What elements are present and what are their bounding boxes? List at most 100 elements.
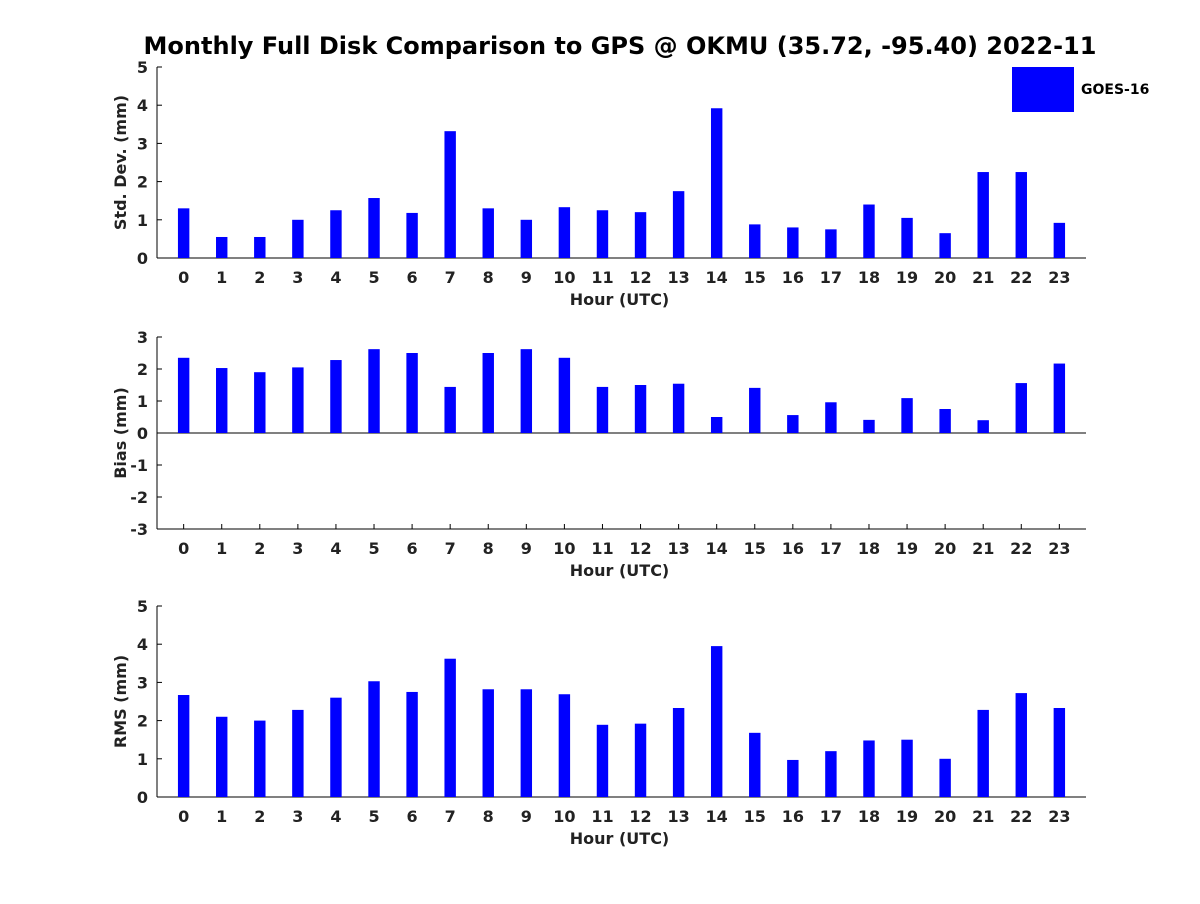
std-dev-x-tick-label: 21 xyxy=(972,268,994,287)
rms-x-tick-label: 4 xyxy=(330,807,341,826)
rms-x-tick-label: 15 xyxy=(744,807,766,826)
rms-bar xyxy=(1053,707,1066,797)
bias-bar xyxy=(254,372,266,433)
bias-x-tick-label: 18 xyxy=(858,539,880,558)
std-dev-bar xyxy=(596,210,609,258)
rms-y-tick-label: 3 xyxy=(137,673,148,692)
bias-bar xyxy=(749,387,761,433)
rms-x-tick-label: 19 xyxy=(896,807,918,826)
bias-y-tick-label: 3 xyxy=(137,328,148,347)
std-dev-y-tick-label: 4 xyxy=(137,96,148,115)
std-dev-x-tick-label: 9 xyxy=(521,268,532,287)
std-dev-x-tick-label: 4 xyxy=(330,268,341,287)
std-dev-x-tick-label: 5 xyxy=(368,268,379,287)
bias-y-tick-label: -1 xyxy=(130,456,148,475)
bias-bar xyxy=(216,368,228,433)
rms-bar xyxy=(710,646,723,797)
std-dev-x-tick-label: 0 xyxy=(178,268,189,287)
bias-x-tick-label: 11 xyxy=(591,539,613,558)
bias-x-tick-label: 21 xyxy=(972,539,994,558)
rms-bar xyxy=(939,758,951,797)
rms-bar xyxy=(749,732,761,797)
rms-x-tick-label: 18 xyxy=(858,807,880,826)
std-dev-bar xyxy=(1053,222,1066,258)
rms-x-tick-label: 17 xyxy=(820,807,842,826)
bias-x-tick-label: 4 xyxy=(330,539,341,558)
rms-bar xyxy=(482,689,494,797)
rms-bar xyxy=(444,658,456,797)
rms-bar xyxy=(292,709,304,797)
chart-title: Monthly Full Disk Comparison to GPS @ OK… xyxy=(144,32,1097,60)
bias-bar xyxy=(292,367,304,433)
bias-bar xyxy=(710,417,723,433)
bias-x-tick-label: 6 xyxy=(407,539,418,558)
std-dev-bar xyxy=(368,198,380,258)
bias-x-tick-label: 7 xyxy=(445,539,456,558)
std-dev-bar xyxy=(634,212,647,258)
std-dev-x-tick-label: 6 xyxy=(407,268,418,287)
rms-y-tick-label: 0 xyxy=(137,788,148,807)
bias-x-axis-label: Hour (UTC) xyxy=(570,561,670,580)
std-dev-x-tick-label: 18 xyxy=(858,268,880,287)
bias-bar xyxy=(177,357,190,433)
rms-x-axis-label: Hour (UTC) xyxy=(570,829,670,848)
rms-x-tick-label: 12 xyxy=(629,807,651,826)
bias-bar xyxy=(558,357,571,433)
rms-y-tick-label: 1 xyxy=(137,750,148,769)
std-dev-bar xyxy=(558,207,571,258)
bias-bar xyxy=(634,385,647,433)
std-dev-bar xyxy=(939,233,951,258)
std-dev-bar xyxy=(406,212,418,258)
bias-bar xyxy=(901,398,913,433)
bias-x-tick-label: 14 xyxy=(706,539,728,558)
rms-x-tick-label: 14 xyxy=(706,807,728,826)
std-dev-y-tick-label: 0 xyxy=(137,249,148,268)
std-dev-bar xyxy=(977,172,989,258)
rms-bar xyxy=(406,691,418,797)
rms-bar xyxy=(672,707,685,797)
rms-x-tick-label: 11 xyxy=(591,807,613,826)
rms-x-tick-label: 8 xyxy=(483,807,494,826)
bias-bar xyxy=(863,419,875,433)
std-dev-x-tick-label: 12 xyxy=(629,268,651,287)
std-dev-x-tick-label: 11 xyxy=(591,268,613,287)
bias-bar xyxy=(596,386,609,433)
rms-x-tick-label: 0 xyxy=(178,807,189,826)
rms-x-tick-label: 3 xyxy=(292,807,303,826)
bias-x-tick-label: 16 xyxy=(782,539,804,558)
bias-x-tick-label: 10 xyxy=(553,539,575,558)
rms-x-tick-label: 21 xyxy=(972,807,994,826)
rms-x-tick-label: 6 xyxy=(407,807,418,826)
rms-x-tick-label: 2 xyxy=(254,807,265,826)
bias-y-tick-label: -2 xyxy=(130,488,148,507)
rms-x-tick-label: 16 xyxy=(782,807,804,826)
rms-x-tick-label: 10 xyxy=(553,807,575,826)
std-dev-x-tick-label: 17 xyxy=(820,268,842,287)
std-dev-bar xyxy=(254,236,266,258)
std-dev-x-tick-label: 15 xyxy=(744,268,766,287)
std-dev-y-tick-label: 1 xyxy=(137,211,148,230)
bias-x-tick-label: 20 xyxy=(934,539,956,558)
std-dev-x-tick-label: 2 xyxy=(254,268,265,287)
std-dev-x-tick-label: 8 xyxy=(483,268,494,287)
std-dev-x-tick-label: 3 xyxy=(292,268,303,287)
bias-x-tick-label: 17 xyxy=(820,539,842,558)
bias-x-tick-label: 22 xyxy=(1010,539,1032,558)
std-dev-x-axis-label: Hour (UTC) xyxy=(570,290,670,309)
std-dev-x-tick-label: 10 xyxy=(553,268,575,287)
bias-y-tick-label: 2 xyxy=(137,360,148,379)
std-dev-bar xyxy=(1015,172,1027,258)
std-dev-x-tick-label: 1 xyxy=(216,268,227,287)
bias-bar xyxy=(939,409,951,433)
std-dev-bar xyxy=(787,227,799,258)
rms-bar xyxy=(368,681,380,797)
rms-y-axis-label: RMS (mm) xyxy=(111,655,130,748)
std-dev-y-tick-label: 3 xyxy=(137,134,148,153)
bias-x-tick-label: 1 xyxy=(216,539,227,558)
std-dev-bar xyxy=(292,219,304,258)
bias-bar xyxy=(825,402,837,433)
std-dev-bar xyxy=(330,210,342,258)
std-dev-x-tick-label: 14 xyxy=(706,268,728,287)
bias-bar xyxy=(787,415,799,433)
